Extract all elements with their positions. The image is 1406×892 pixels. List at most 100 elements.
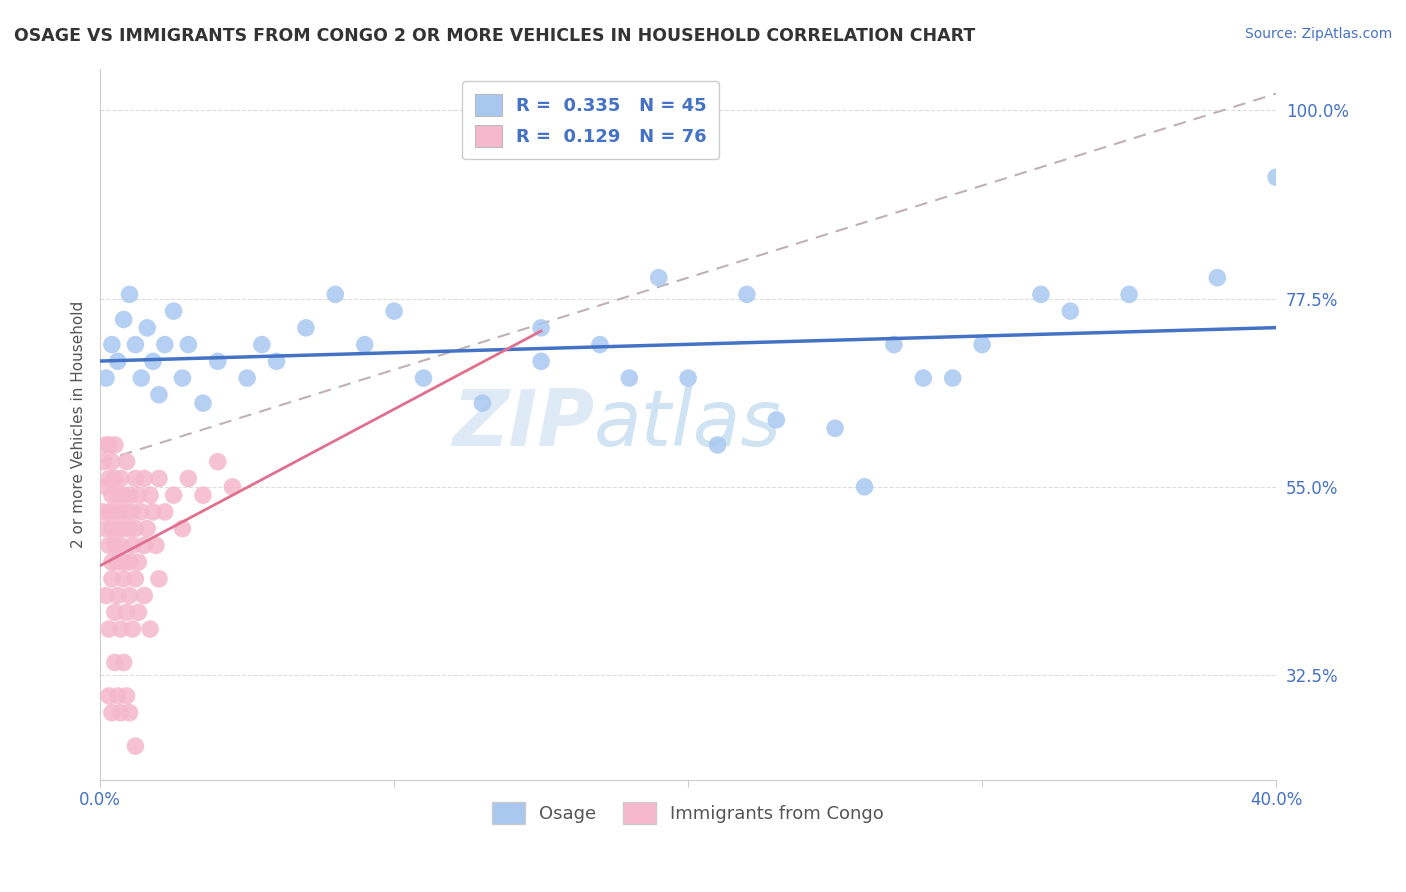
Point [530,354,553,368]
Point [94,371,117,385]
Point [619,371,641,385]
Point [148,572,170,586]
Point [648,270,671,285]
Point [94,480,117,494]
Point [735,287,758,301]
Point [191,488,214,502]
Point [112,656,135,670]
Point [353,337,375,351]
Point [912,371,935,385]
Point [110,622,132,636]
Point [162,488,184,502]
Point [853,480,876,494]
Y-axis label: 2 or more Vehicles in Household: 2 or more Vehicles in Household [72,301,86,548]
Point [191,396,214,410]
Point [295,321,318,335]
Point [129,505,152,519]
Point [118,555,141,569]
Text: OSAGE VS IMMIGRANTS FROM CONGO 2 OR MORE VEHICLES IN HOUSEHOLD CORRELATION CHART: OSAGE VS IMMIGRANTS FROM CONGO 2 OR MORE… [14,27,976,45]
Point [115,689,138,703]
Point [94,522,117,536]
Point [112,572,135,586]
Point [101,572,124,586]
Point [972,337,994,351]
Point [101,337,124,351]
Point [121,538,143,552]
Point [97,538,120,552]
Text: ZIP: ZIP [451,386,595,462]
Point [142,505,165,519]
Point [765,413,787,427]
Point [136,321,159,335]
Point [121,505,143,519]
Point [104,505,127,519]
Text: Source: ZipAtlas.com: Source: ZipAtlas.com [1244,27,1392,41]
Point [107,354,129,368]
Point [883,337,905,351]
Point [107,689,129,703]
Point [110,505,132,519]
Point [589,337,612,351]
Point [115,455,138,469]
Point [118,706,141,720]
Point [1265,170,1288,185]
Point [942,371,965,385]
Point [101,706,124,720]
Point [172,522,194,536]
Point [124,471,146,485]
Point [91,505,114,519]
Point [250,337,273,351]
Point [101,555,124,569]
Point [104,471,127,485]
Point [101,455,124,469]
Point [104,538,127,552]
Point [127,555,149,569]
Point [1206,270,1229,285]
Point [124,337,146,351]
Point [107,522,129,536]
Point [115,505,138,519]
Point [124,739,146,753]
Point [706,438,728,452]
Point [97,622,120,636]
Point [172,371,194,385]
Text: atlas: atlas [595,386,782,462]
Point [94,438,117,452]
Point [97,438,120,452]
Point [110,706,132,720]
Point [207,354,229,368]
Point [115,605,138,619]
Point [236,371,259,385]
Point [118,589,141,603]
Point [107,555,129,569]
Point [112,488,135,502]
Point [1118,287,1140,301]
Point [112,555,135,569]
Point [471,396,494,410]
Point [148,388,170,402]
Point [1059,304,1081,318]
Point [91,455,114,469]
Point [382,304,405,318]
Point [142,354,165,368]
Point [266,354,288,368]
Point [110,471,132,485]
Point [221,480,243,494]
Point [153,505,176,519]
Point [104,438,127,452]
Point [134,589,156,603]
Point [153,337,176,351]
Point [110,538,132,552]
Point [134,538,156,552]
Point [101,522,124,536]
Point [97,471,120,485]
Point [118,287,141,301]
Point [107,589,129,603]
Point [134,471,156,485]
Point [124,522,146,536]
Point [148,471,170,485]
Point [530,321,553,335]
Point [112,312,135,326]
Point [162,304,184,318]
Point [207,455,229,469]
